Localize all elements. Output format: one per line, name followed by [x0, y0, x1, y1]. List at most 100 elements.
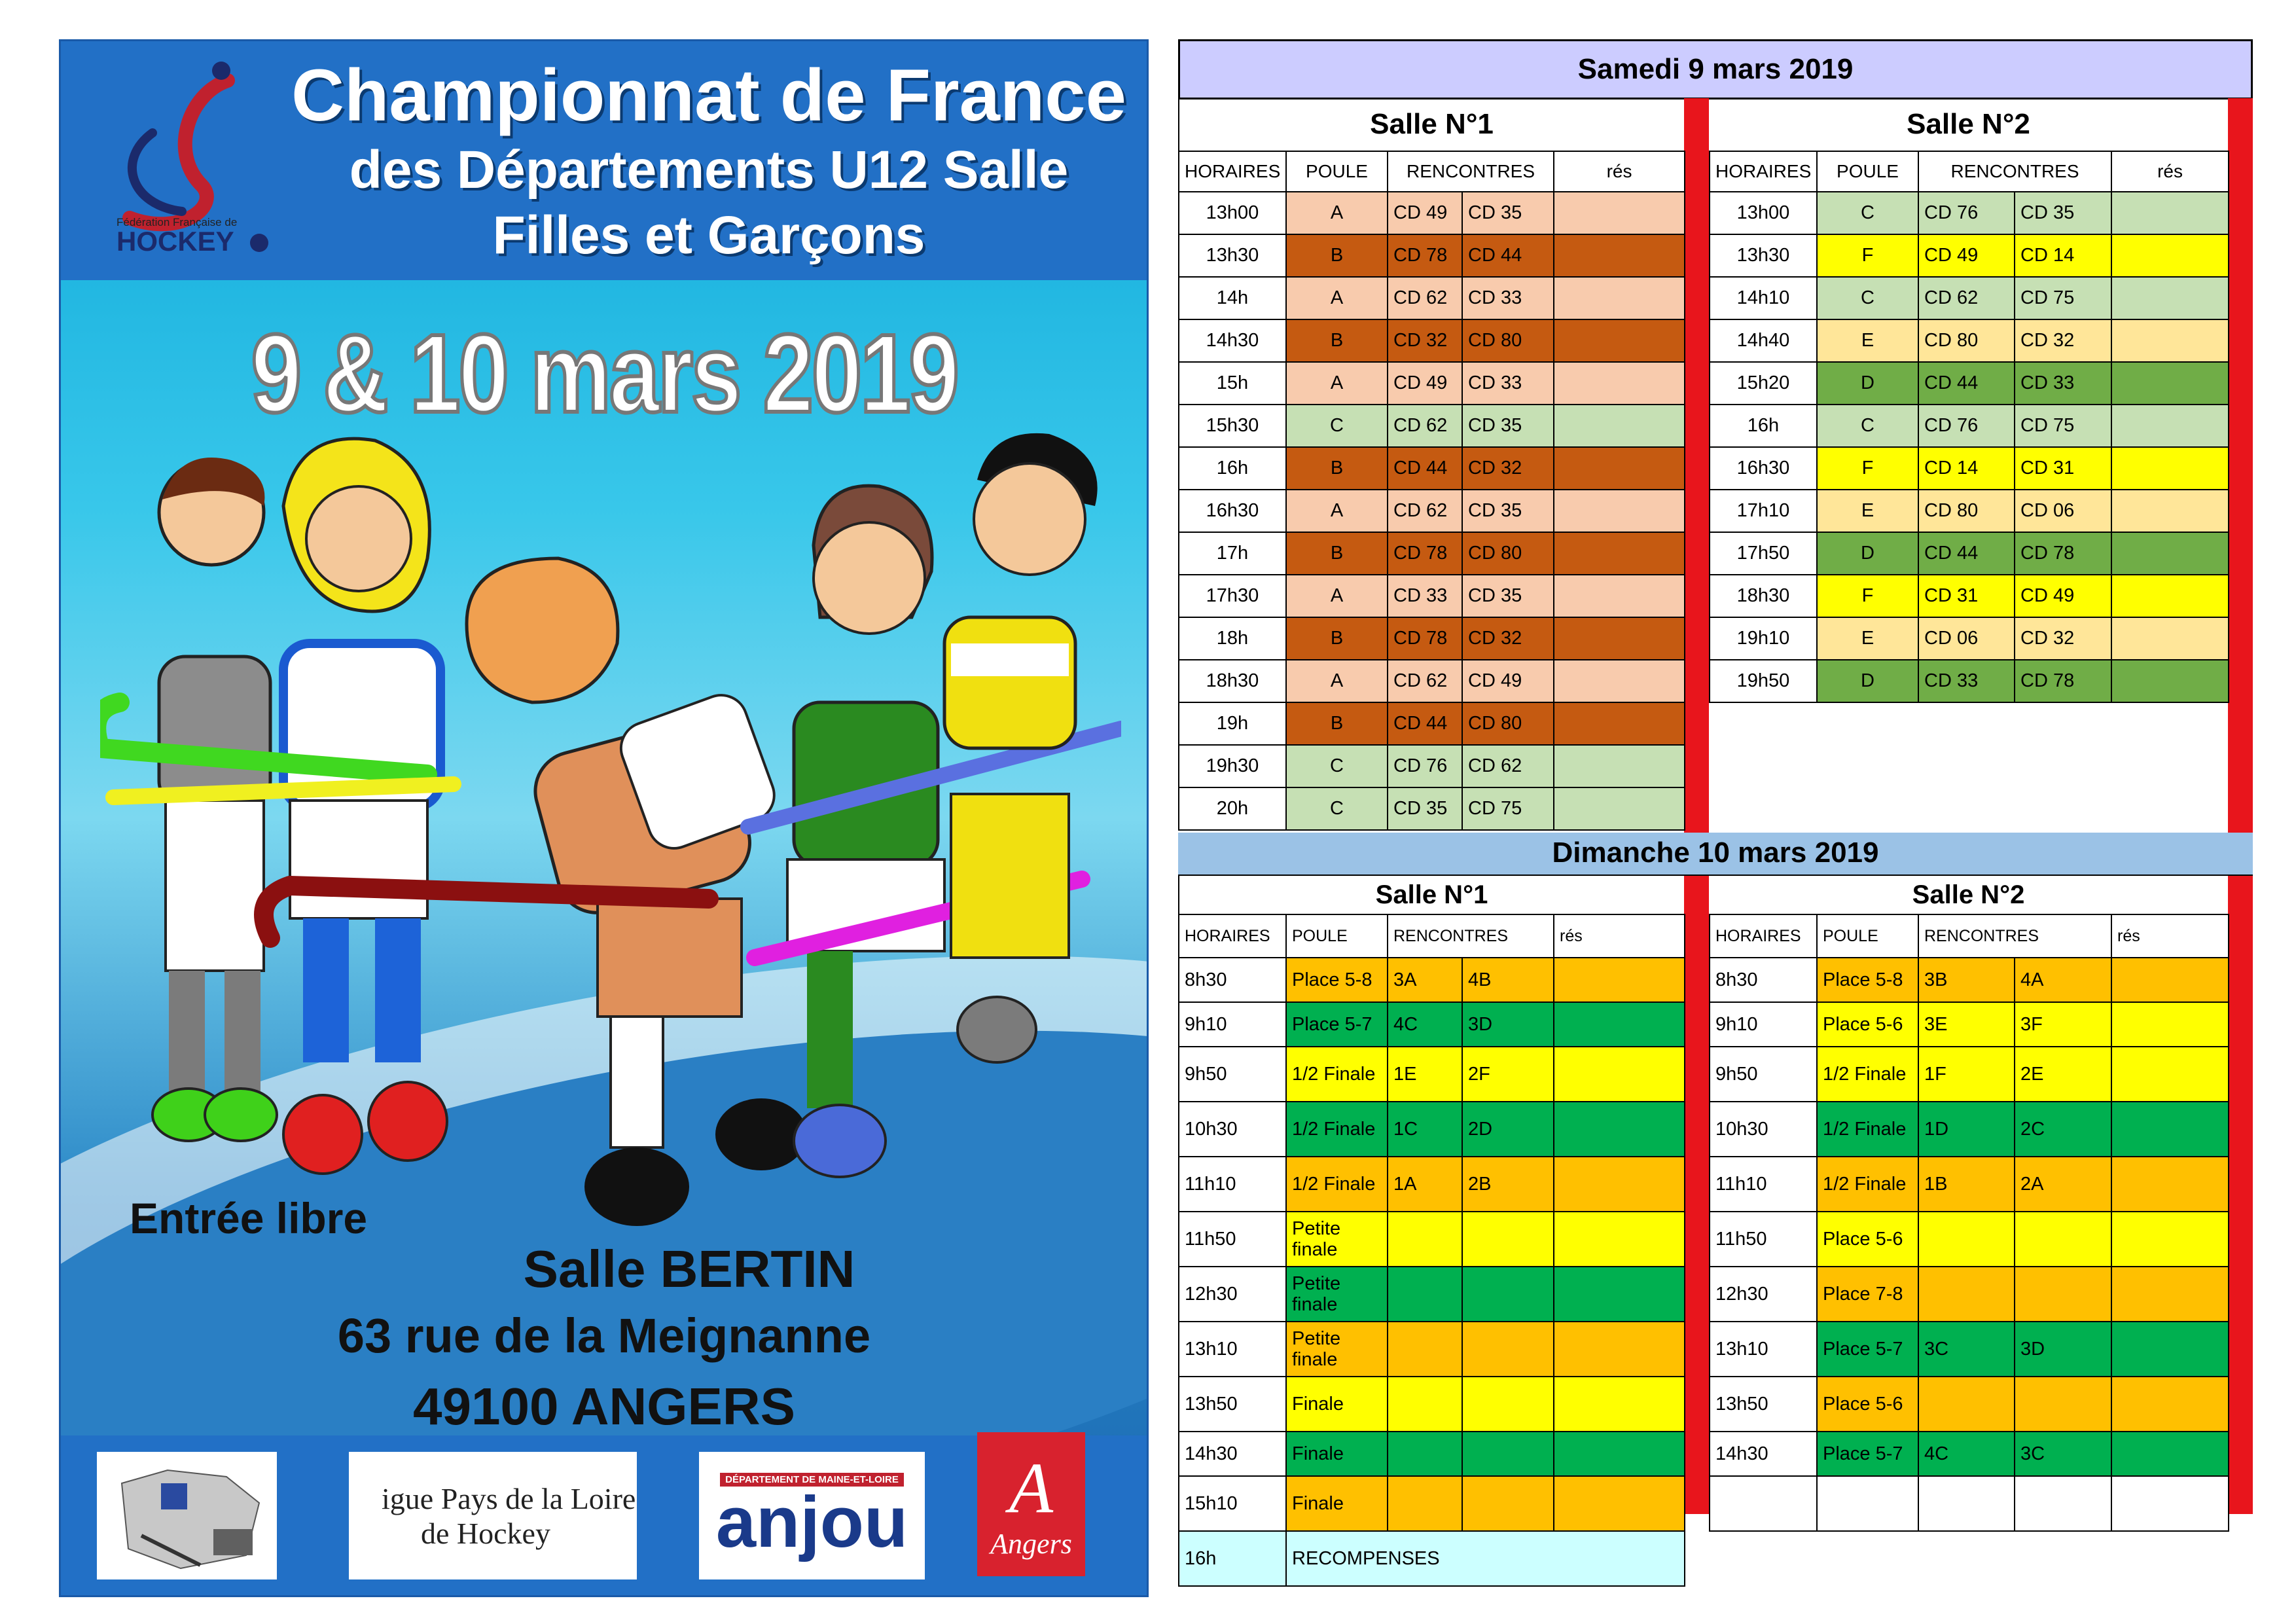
table-row: 16h C CD 76 CD 75: [1709, 404, 2230, 448]
saturday-salle2-title: Salle N°2: [1907, 108, 2030, 140]
table-row: 13h50 Place 5-6: [1709, 1376, 2230, 1432]
header-horaires: HORAIRES: [1709, 151, 1818, 192]
cell-team-2: 3C: [2013, 1431, 2113, 1477]
cell-horaire: 9h50: [1709, 1046, 1818, 1102]
header-rencontres: RENCONTRES: [1917, 151, 2113, 192]
cell-team-2: CD 14: [2013, 234, 2113, 278]
cell-poule: Place 5-6: [1816, 1376, 1919, 1432]
cell-team-2: 2D: [1461, 1101, 1555, 1157]
saturday-divider-bar: [1684, 98, 1709, 835]
table-row: 10h30 1/2 Finale 1D 2C: [1709, 1101, 2230, 1157]
cell-result: [1553, 1046, 1686, 1102]
cell-poule: E: [1816, 617, 1919, 660]
table-row: 16h B CD 44 CD 32: [1178, 446, 1686, 490]
cell-result: [1553, 446, 1686, 490]
cell-team-2: CD 75: [1461, 787, 1555, 831]
cell-poule: B: [1285, 446, 1388, 490]
event-poster: Fédération Française de HOCKEY Championn…: [59, 39, 1149, 1597]
poster-title-line3: Filles et Garçons: [492, 206, 925, 265]
entry-free-label: Entrée libre: [130, 1194, 368, 1242]
cell-team-2: 2E: [2013, 1046, 2113, 1102]
cell-team-2: [1461, 1431, 1555, 1477]
cell-poule: Place 5-6: [1816, 1211, 1919, 1267]
saturday-salle2-table: HORAIRES POULE RENCONTRES rés 13h00 C CD 76 CD …: [1709, 151, 2230, 703]
cell-team-2: CD 35: [2013, 191, 2113, 235]
cell-team-1: 1E: [1387, 1046, 1463, 1102]
table-row: 18h30 F CD 31 CD 49: [1709, 574, 2230, 618]
cell-result: [1553, 1001, 1686, 1047]
table-row: 14h40 E CD 80 CD 32: [1709, 319, 2230, 363]
cell-team-1: CD 33: [1918, 659, 2015, 703]
cell-result: [2111, 957, 2230, 1003]
cell-horaire: 9h10: [1178, 1001, 1287, 1047]
cell-horaire: 16h30: [1178, 489, 1287, 533]
sunday-salle2-title: Salle N°2: [1912, 880, 2025, 909]
header-res: rés: [2111, 151, 2230, 192]
venue-name: Salle BERTIN: [523, 1240, 855, 1298]
header-horaires: HORAIRES: [1178, 151, 1287, 192]
cell-team-1: CD 78: [1387, 617, 1463, 660]
cell-result: [2111, 404, 2230, 448]
sunday-salle2-table: HORAIRES POULE RENCONTRES rés 8h30 Place 5-8 3…: [1709, 914, 2230, 1532]
cell-result: [1553, 1431, 1686, 1477]
cell-team-2: CD 75: [2013, 276, 2113, 320]
cell-result: [2111, 617, 2230, 660]
cell-result: [1553, 957, 1686, 1003]
angers-a-icon: A: [1009, 1447, 1054, 1528]
cell-result: [2111, 532, 2230, 575]
cell-poule: 1/2 Finale: [1816, 1101, 1919, 1157]
cell-team-1: 1A: [1387, 1156, 1463, 1212]
cell-horaire: 13h00: [1178, 191, 1287, 235]
cell-poule: RECOMPENSES: [1285, 1530, 1686, 1587]
cell-poule: B: [1285, 617, 1388, 660]
hockey-players-illustration: [100, 433, 1121, 1226]
cell-poule: Finale: [1285, 1376, 1388, 1432]
table-row: 19h10 E CD 06 CD 32: [1709, 617, 2230, 660]
table-row: 13h00 C CD 76 CD 35: [1709, 191, 2230, 235]
cell-team-2: CD 35: [1461, 404, 1555, 448]
cell-team-2: CD 35: [1461, 574, 1555, 618]
cell-result: [2111, 1211, 2230, 1267]
cell-horaire: 15h20: [1709, 361, 1818, 405]
table-row: 19h50 D CD 33 CD 78: [1709, 659, 2230, 703]
cell-team-1: CD 62: [1387, 489, 1463, 533]
map-logo: [97, 1452, 277, 1579]
cell-poule: Petite finale: [1285, 1211, 1388, 1267]
player-blonde-icon: [279, 437, 448, 1175]
cell-team-1: CD 62: [1387, 276, 1463, 320]
table-row: 8h30 Place 5-8 3A 4B: [1178, 957, 1686, 1003]
cell-poule: 1/2 Finale: [1285, 1046, 1388, 1102]
player-yellow-icon: [942, 433, 1098, 1064]
cell-poule: C: [1816, 276, 1919, 320]
cell-team-1: [1918, 1211, 2015, 1267]
cell-result: [1553, 1211, 1686, 1267]
cell-horaire: 14h30: [1178, 319, 1287, 363]
cell-result: [2111, 1475, 2230, 1532]
cell-horaire: 13h30: [1178, 234, 1287, 278]
cell-team-1: CD 44: [1918, 532, 2015, 575]
cell-horaire: 11h50: [1709, 1211, 1818, 1267]
table-row: 12h30 Petite finale: [1178, 1266, 1686, 1322]
cell-result: [1553, 574, 1686, 618]
cell-team-2: CD 32: [1461, 617, 1555, 660]
cell-horaire: 13h00: [1709, 191, 1818, 235]
cell-result: [2111, 489, 2230, 533]
cell-team-1: [1918, 1266, 2015, 1322]
cell-team-1: 1B: [1918, 1156, 2015, 1212]
cell-horaire: 8h30: [1709, 957, 1818, 1003]
header-rencontres: RENCONTRES: [1917, 914, 2113, 958]
table-row: 11h10 1/2 Finale 1B 2A: [1709, 1156, 2230, 1212]
cell-team-1: CD 76: [1918, 404, 2015, 448]
table-row: 14h30 B CD 32 CD 80: [1178, 319, 1686, 363]
cell-horaire: 19h10: [1709, 617, 1818, 660]
cell-result: [2111, 191, 2230, 235]
cell-result: [2111, 1046, 2230, 1102]
svg-text:HOCKEY: HOCKEY: [117, 226, 234, 257]
cell-team-1: 1D: [1918, 1101, 2015, 1157]
table-row: 10h30 1/2 Finale 1C 2D: [1178, 1101, 1686, 1157]
cell-result: [1553, 1376, 1686, 1432]
cell-horaire: 18h30: [1709, 574, 1818, 618]
header-poule: POULE: [1816, 151, 1919, 192]
cell-result: [2111, 1156, 2230, 1212]
cell-horaire: 10h30: [1178, 1101, 1287, 1157]
